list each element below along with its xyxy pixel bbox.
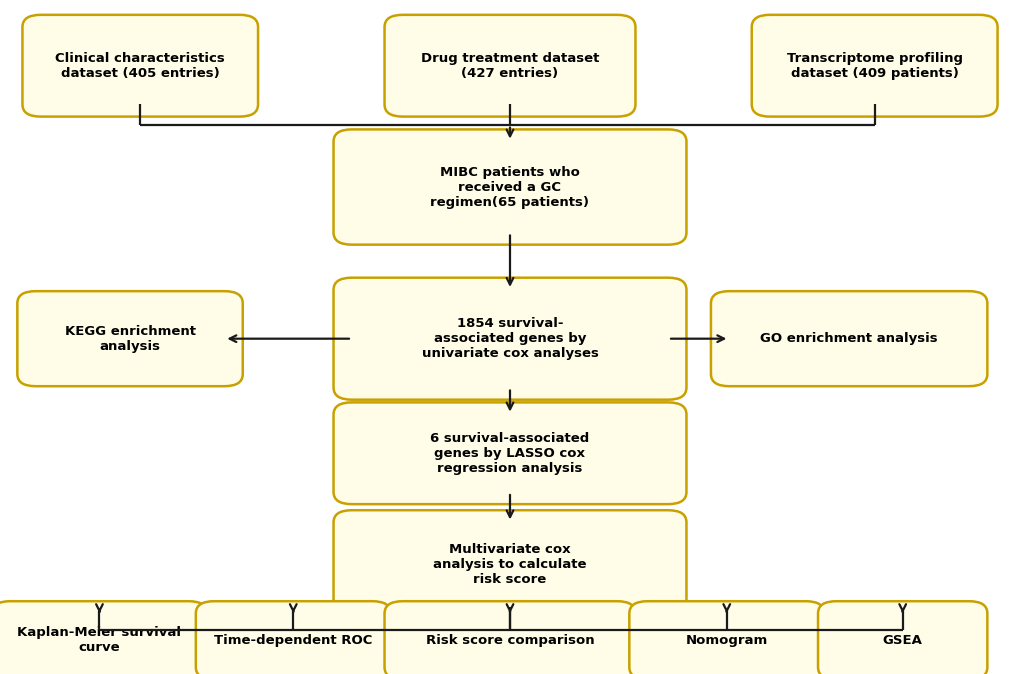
FancyBboxPatch shape xyxy=(629,601,823,674)
FancyBboxPatch shape xyxy=(333,510,686,619)
FancyBboxPatch shape xyxy=(751,15,997,117)
FancyBboxPatch shape xyxy=(0,601,207,674)
FancyBboxPatch shape xyxy=(196,601,390,674)
FancyBboxPatch shape xyxy=(817,601,986,674)
FancyBboxPatch shape xyxy=(384,601,635,674)
Text: 6 survival-associated
genes by LASSO cox
regression analysis: 6 survival-associated genes by LASSO cox… xyxy=(430,432,589,474)
Text: GSEA: GSEA xyxy=(881,634,922,647)
Text: Time-dependent ROC: Time-dependent ROC xyxy=(214,634,372,647)
Text: MIBC patients who
received a GC
regimen(65 patients): MIBC patients who received a GC regimen(… xyxy=(430,166,589,208)
FancyBboxPatch shape xyxy=(710,291,986,386)
Text: Drug treatment dataset
(427 entries): Drug treatment dataset (427 entries) xyxy=(421,52,598,80)
FancyBboxPatch shape xyxy=(22,15,258,117)
Text: Transcriptome profiling
dataset (409 patients): Transcriptome profiling dataset (409 pat… xyxy=(786,52,962,80)
Text: Kaplan-Meier survival
curve: Kaplan-Meier survival curve xyxy=(17,626,181,654)
FancyBboxPatch shape xyxy=(333,402,686,504)
Text: 1854 survival-
associated genes by
univariate cox analyses: 1854 survival- associated genes by univa… xyxy=(421,317,598,360)
Text: Risk score comparison: Risk score comparison xyxy=(425,634,594,647)
FancyBboxPatch shape xyxy=(384,15,635,117)
Text: GO enrichment analysis: GO enrichment analysis xyxy=(759,332,937,345)
FancyBboxPatch shape xyxy=(17,291,243,386)
Text: Nomogram: Nomogram xyxy=(685,634,767,647)
Text: Multivariate cox
analysis to calculate
risk score: Multivariate cox analysis to calculate r… xyxy=(433,543,586,586)
FancyBboxPatch shape xyxy=(333,278,686,400)
Text: Clinical characteristics
dataset (405 entries): Clinical characteristics dataset (405 en… xyxy=(55,52,225,80)
FancyBboxPatch shape xyxy=(333,129,686,245)
Text: KEGG enrichment
analysis: KEGG enrichment analysis xyxy=(64,325,196,353)
